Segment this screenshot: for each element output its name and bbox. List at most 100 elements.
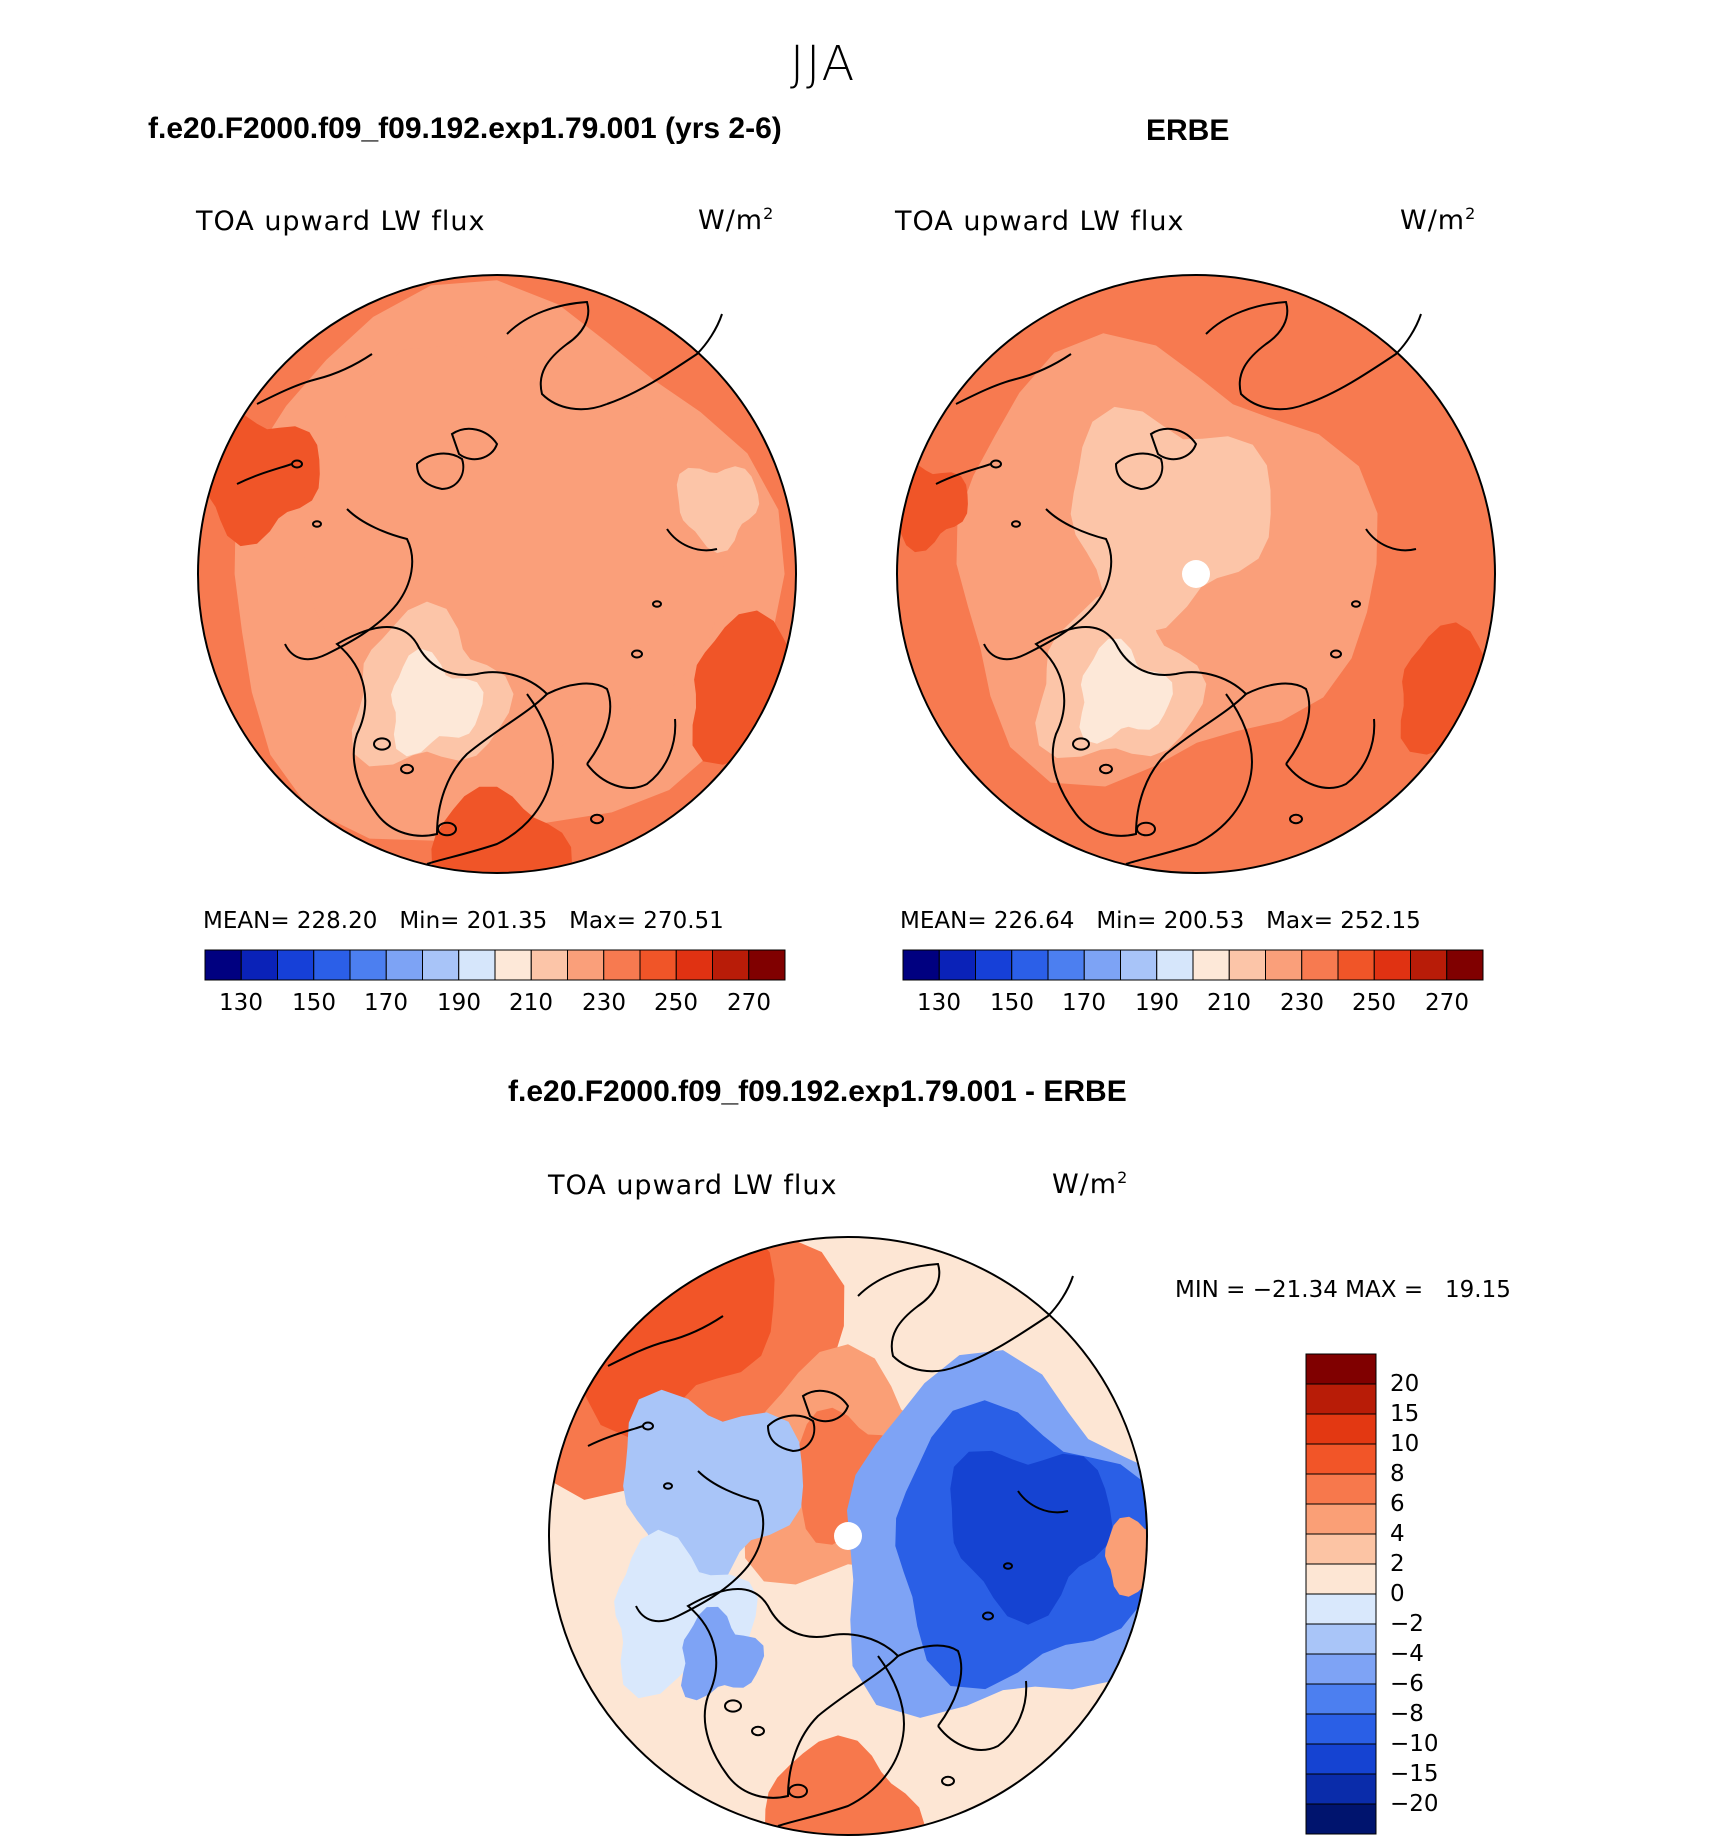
island-outline — [1289, 813, 1303, 825]
island-outline — [291, 459, 303, 469]
panel3-cbar-tick: −10 — [1390, 1731, 1439, 1757]
coastline — [1285, 718, 1376, 789]
panel3-cbar-tick: 15 — [1390, 1401, 1420, 1427]
colorbar-swatch — [712, 949, 750, 981]
colorbar-swatch — [277, 949, 315, 981]
panel1-colorbar — [204, 949, 786, 981]
panel3-units-text: W/m — [1052, 1169, 1118, 1200]
panel1-variable-title: TOA upward LW flux — [196, 206, 486, 237]
colorbar-swatch — [1305, 1653, 1377, 1685]
panel1-polar-map — [197, 274, 797, 874]
island-outline — [373, 737, 391, 751]
colorbar-swatch — [1305, 1743, 1377, 1775]
coastline — [415, 452, 465, 491]
colorbar-swatch — [1305, 1383, 1377, 1415]
panel3-colorbar-labels: 20 15 10 8 6 4 2 0 −2 −4 −6 −8 −10 −15 −… — [1390, 1354, 1470, 1834]
panel1-max-label: Max= — [569, 908, 636, 934]
colorbar-swatch — [1192, 949, 1230, 981]
panel2-cbar-tick: 130 — [917, 990, 961, 1016]
colorbar-swatch — [1305, 1353, 1377, 1385]
island-outline — [437, 821, 457, 837]
panel1-mean-label: MEAN= — [203, 908, 290, 934]
panel1-cbar-tick: 130 — [219, 990, 263, 1016]
coastline — [1114, 452, 1164, 491]
panel3-max-label: MAX = — [1345, 1277, 1424, 1303]
panel1-cbar-tick: 250 — [654, 990, 698, 1016]
panel3-difference-map — [548, 1236, 1148, 1836]
panel3-cbar-tick: −15 — [1390, 1761, 1439, 1787]
panel3-colorbar — [1305, 1353, 1377, 1835]
panel1-case-title: f.e20.F2000.f09_f09.192.exp1.79.001 (yrs… — [148, 112, 782, 145]
colorbar-swatch — [902, 949, 940, 981]
island-outline — [642, 1421, 654, 1431]
colorbar-swatch — [938, 949, 976, 981]
island-outline — [990, 459, 1002, 469]
panel2-cbar-tick: 270 — [1425, 990, 1469, 1016]
panel2-cbar-tick: 190 — [1135, 990, 1179, 1016]
coastline — [256, 353, 373, 405]
colorbar-swatch — [1305, 1503, 1377, 1535]
panel2-units-text: W/m — [1400, 205, 1466, 236]
island-outline — [751, 1725, 765, 1737]
coastline — [586, 718, 677, 789]
panel1-colorbar-labels: 130 150 170 190 210 230 250 270 — [205, 990, 785, 1020]
coastline — [1034, 626, 1248, 837]
colorbar-swatch — [1305, 1473, 1377, 1505]
panel3-cbar-tick: 10 — [1390, 1431, 1420, 1457]
coastline — [897, 1644, 963, 1727]
colorbar-swatch — [1305, 1713, 1377, 1745]
panel3-min-label: MIN = — [1175, 1277, 1246, 1303]
coastline — [1245, 682, 1311, 765]
map-field — [549, 1237, 1147, 1835]
panel2-colorbar-labels: 130 150 170 190 210 230 250 270 — [903, 990, 1483, 1020]
panel2-min-label: Min= — [1096, 908, 1157, 934]
island-outline — [631, 649, 643, 659]
coastline — [937, 1680, 1028, 1751]
panel1-cbar-tick: 210 — [509, 990, 553, 1016]
coastline — [1017, 1490, 1069, 1514]
island-outline — [724, 1699, 742, 1713]
coastlines — [236, 300, 723, 865]
panel2-colorbar — [902, 949, 1484, 981]
panel3-cbar-tick: 4 — [1390, 1521, 1405, 1547]
colorbar-swatch — [675, 949, 713, 981]
colorbar-swatch — [349, 949, 387, 981]
colorbar-swatch — [1305, 1623, 1377, 1655]
panel1-max-value: 270.51 — [643, 908, 724, 934]
colorbar-swatch — [639, 949, 677, 981]
coastline — [983, 508, 1113, 661]
island-outline — [1099, 763, 1113, 775]
season-title: JJA — [790, 36, 857, 92]
coastline — [1365, 528, 1417, 552]
colorbar-swatch — [313, 949, 351, 981]
panel3-stats: MIN = −21.34 MAX = 19.15 — [1175, 1277, 1511, 1303]
panel3-units-exponent: 2 — [1117, 1168, 1129, 1187]
coastline — [935, 463, 992, 485]
coastline — [1149, 427, 1198, 461]
coastline — [766, 1414, 816, 1453]
island-outline — [590, 813, 604, 825]
island-outline — [1011, 520, 1021, 528]
panel2-max-value: 252.15 — [1340, 908, 1421, 934]
colorbar-swatch — [422, 949, 460, 981]
colorbar-swatch — [1305, 1563, 1377, 1595]
colorbar-swatch — [1410, 949, 1448, 981]
panel2-mean-value: 226.64 — [993, 908, 1075, 934]
panel2-units-exponent: 2 — [1465, 204, 1477, 223]
colorbar-swatch — [204, 949, 242, 981]
field-contour — [199, 410, 320, 547]
island-outline — [941, 1775, 955, 1787]
field-contour — [692, 610, 796, 765]
panel2-cbar-tick: 230 — [1280, 990, 1324, 1016]
island-outline — [982, 1611, 994, 1621]
colorbar-swatch — [1305, 1533, 1377, 1565]
pole-hole — [834, 1522, 862, 1550]
panel3-cbar-tick: 6 — [1390, 1491, 1405, 1517]
panel1-units-exponent: 2 — [763, 204, 775, 223]
coastline — [607, 1315, 724, 1367]
field-contour — [1070, 406, 1271, 635]
colorbar-swatch — [1337, 949, 1375, 981]
colorbar-swatch — [1156, 949, 1194, 981]
panel3-cbar-tick: −4 — [1390, 1641, 1424, 1667]
panel1-units: W/m2 — [698, 204, 774, 236]
